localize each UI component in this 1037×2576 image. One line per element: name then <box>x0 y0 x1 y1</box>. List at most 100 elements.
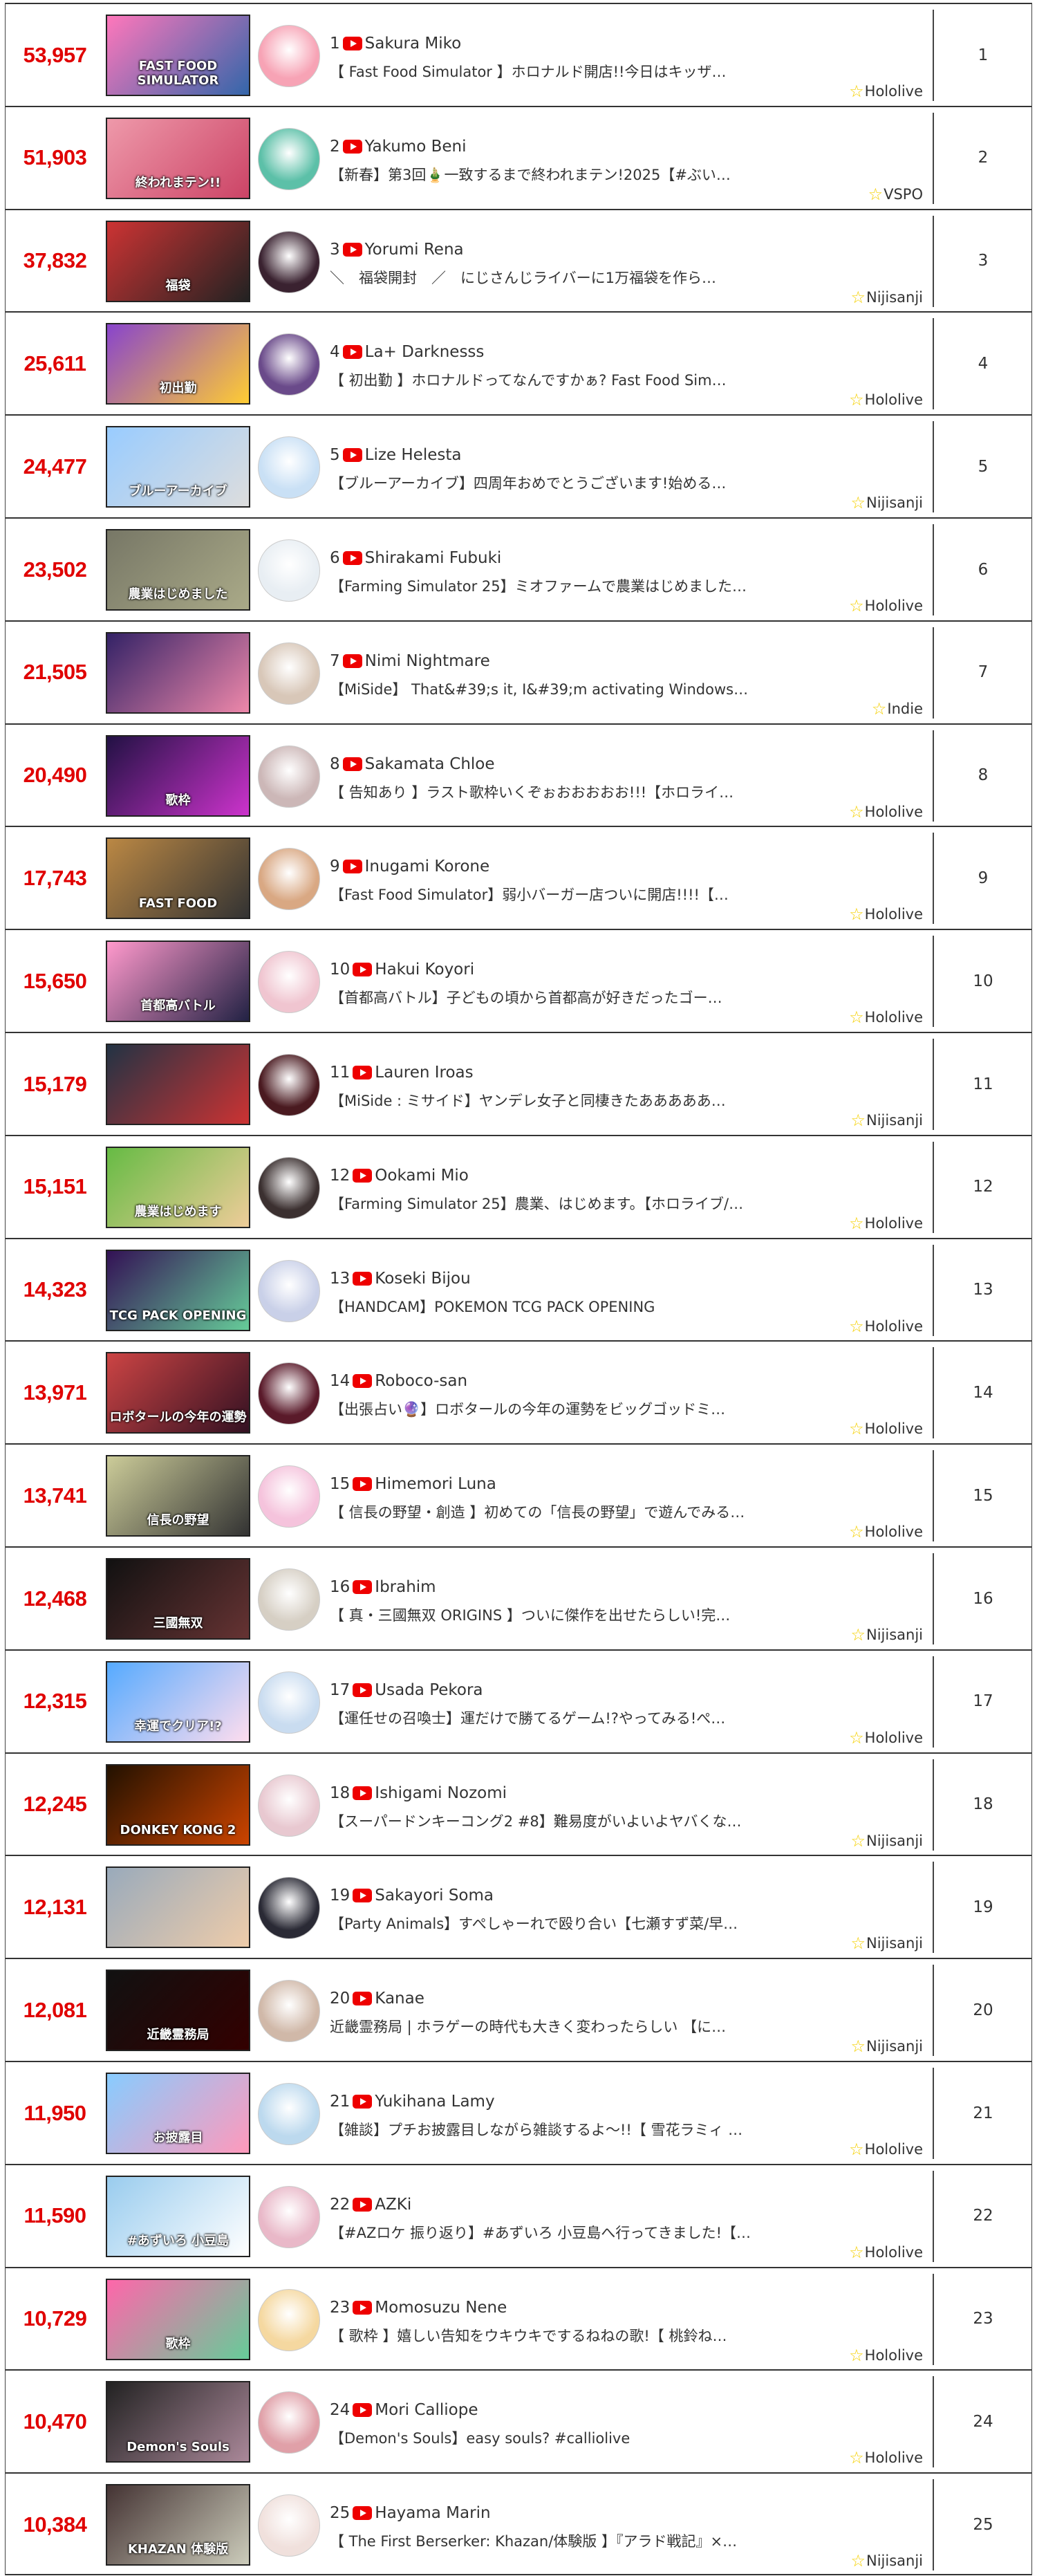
video-title[interactable]: 【 Fast Food Simulator 】ホロナルド開店!!今日はキッザ… <box>330 64 727 80</box>
video-thumbnail[interactable]: 信長の野望 <box>106 1455 250 1537</box>
channel-avatar[interactable] <box>258 1054 320 1116</box>
channel-name[interactable]: 23 Momosuzu Nene <box>330 2299 507 2317</box>
channel-name[interactable]: 20 Kanae <box>330 1990 424 2008</box>
channel-avatar[interactable] <box>258 333 320 396</box>
video-thumbnail[interactable]: 歌枠 <box>106 2278 250 2360</box>
ranking-row[interactable]: 15,179 11 Lauren Iroas 【MiSide : ミサイド】ヤンデレ女… <box>5 1032 1032 1135</box>
channel-name[interactable]: 18 Ishigami Nozomi <box>330 1784 507 1802</box>
channel-name[interactable]: 14 Roboco-san <box>330 1372 467 1390</box>
channel-name[interactable]: 8 Sakamata Chloe <box>330 755 495 773</box>
ranking-row[interactable]: 12,315 幸運でクリア!? 17 Usada Pekora 【運任せの召喚士】運だけ… <box>5 1649 1032 1752</box>
video-title[interactable]: 【スーパードンキーコング2 #8】難易度がいよいよヤバくな… <box>330 1813 742 1830</box>
video-title[interactable]: 【 The First Berserker: Khazan/体験版 】『アラド戦… <box>330 2533 738 2550</box>
video-title[interactable]: 【出張占い🔮】ロボタールの今年の運勢をビッグゴッドミ… <box>330 1401 726 1418</box>
channel-avatar[interactable] <box>258 436 320 499</box>
video-thumbnail[interactable]: Demon's Souls <box>106 2381 250 2463</box>
ranking-row[interactable]: 10,470 Demon's Souls 24 Mori Calliope 【Demon… <box>5 2369 1032 2473</box>
channel-name[interactable]: 11 Lauren Iroas <box>330 1064 474 1082</box>
video-title[interactable]: 【MiSide】 That&#39;s it, I&#39;m activati… <box>330 680 749 698</box>
channel-avatar[interactable] <box>258 1259 320 1322</box>
video-thumbnail[interactable]: 終われまテン!! <box>106 117 250 199</box>
video-thumbnail[interactable]: ロボタールの今年の運勢 <box>106 1352 250 1434</box>
channel-name[interactable]: 10 Hakui Koyori <box>330 961 474 979</box>
channel-name[interactable]: 22 AZKi <box>330 2196 411 2214</box>
video-title[interactable]: 【Demon's Souls】easy souls? #calliolive <box>330 2430 630 2447</box>
ranking-row[interactable]: 14,323 TCG PACK OPENING 13 Koseki Bijou 【HAN… <box>5 1237 1032 1341</box>
channel-avatar[interactable] <box>258 2288 320 2351</box>
channel-avatar[interactable] <box>258 230 320 293</box>
video-title[interactable]: 近畿霊務局 | ホラゲーの時代も大きく変わったらしい 【に… <box>330 2019 727 2036</box>
channel-avatar[interactable] <box>258 1671 320 1734</box>
channel-name[interactable]: 25 Hayama Marin <box>330 2504 491 2522</box>
video-thumbnail[interactable]: お披露目 <box>106 2073 250 2154</box>
ranking-row[interactable]: 37,832 福袋 3 Yorumi Rena ＼ 福袋開封 ／ にじさんじライバーに1… <box>5 208 1032 312</box>
video-title[interactable]: 【Fast Food Simulator】弱小バーガー店ついに開店!!!!【… <box>330 887 729 904</box>
video-title[interactable]: 【Farming Simulator 25】ミオファームで農業はじめました… <box>330 578 747 595</box>
video-title[interactable]: 【雑談】プチお披露目しながら雑談するよ～!!【 雪花ラミィ … <box>330 2122 743 2138</box>
channel-name[interactable]: 16 Ibrahim <box>330 1578 436 1596</box>
ranking-row[interactable]: 10,729 歌枠 23 Momosuzu Nene 【 歌枠 】嬉しい告知をウキウキで… <box>5 2266 1032 2370</box>
ranking-row[interactable]: 12,468 三國無双 16 Ibrahim 【 真・三國無双 ORIGINS 】ついに… <box>5 1546 1032 1649</box>
ranking-row[interactable]: 15,650 首都高バトル 10 Hakui Koyori 【首都高バトル】子どもの頃か… <box>5 929 1032 1032</box>
video-title[interactable]: 【 信長の野望・創造 】初めての「信長の野望」で遊んでみる… <box>330 1504 745 1521</box>
channel-avatar[interactable] <box>258 127 320 190</box>
video-title[interactable]: 【Farming Simulator 25】農業、はじめます。【ホロライブ/… <box>330 1195 744 1212</box>
video-title[interactable]: 【首都高バトル】子どもの頃から首都高が好きだったゴー… <box>330 990 722 1007</box>
ranking-row[interactable]: 23,502 農業はじめました 6 Shirakami Fubuki 【Farming … <box>5 517 1032 620</box>
video-thumbnail[interactable]: 初出勤 <box>106 323 250 405</box>
channel-name[interactable]: 21 Yukihana Lamy <box>330 2093 495 2111</box>
ranking-row[interactable]: 12,131 19 Sakayori Soma 【Party Animals】すぺしゃ… <box>5 1855 1032 1958</box>
video-thumbnail[interactable]: 歌枠 <box>106 734 250 817</box>
ranking-row[interactable]: 12,245 DONKEY KONG 2 18 Ishigami Nozomi 【スーパ… <box>5 1752 1032 1855</box>
video-thumbnail[interactable] <box>106 1866 250 1949</box>
channel-avatar[interactable] <box>258 2391 320 2454</box>
ranking-row[interactable]: 24,477 ブルーアーカイブ 5 Lize Helesta 【ブルーアーカイブ】四周年… <box>5 414 1032 518</box>
video-thumbnail[interactable]: 近畿霊務局 <box>106 1970 250 2052</box>
channel-name[interactable]: 15 Himemori Luna <box>330 1475 496 1493</box>
video-title[interactable]: 【運任せの召喚士】運だけで勝てるゲーム!?やってみる!ぺ… <box>330 1709 726 1727</box>
video-thumbnail[interactable] <box>106 1044 250 1125</box>
video-thumbnail[interactable]: DONKEY KONG 2 <box>106 1763 250 1846</box>
video-title[interactable]: 【 告知あり 】ラスト歌枠いくぞぉおおおおお!!!【ホロライ… <box>330 784 734 801</box>
channel-avatar[interactable] <box>258 745 320 808</box>
channel-name[interactable]: 3 Yorumi Rena <box>330 241 464 259</box>
video-title[interactable]: 【#AZロケ 振り返り】#あずいろ 小豆島へ行ってきました!【… <box>330 2224 751 2241</box>
video-title[interactable]: 【MiSide : ミサイド】ヤンデレ女子と同棲きたあああああ… <box>330 1093 726 1109</box>
ranking-row[interactable]: 53,957 FAST FOOD SIMULATOR 1 Sakura Miko 【 F… <box>5 3 1032 106</box>
ranking-row[interactable]: 11,950 お披露目 21 Yukihana Lamy 【雑談】プチお披露目しながら雑… <box>5 2061 1032 2164</box>
ranking-row[interactable]: 15,151 農業はじめます 12 Ookami Mio 【Farming Simula… <box>5 1134 1032 1238</box>
ranking-row[interactable]: 51,903 終われまテン!! 2 Yakumo Beni 【新春】第3回🎍一致するまで… <box>5 105 1032 209</box>
channel-avatar[interactable] <box>258 2083 320 2145</box>
channel-avatar[interactable] <box>258 1568 320 1631</box>
video-thumbnail[interactable] <box>106 631 250 714</box>
channel-name[interactable]: 5 Lize Helesta <box>330 446 461 464</box>
video-thumbnail[interactable]: 農業はじめました <box>106 529 250 611</box>
video-thumbnail[interactable]: #あずいろ 小豆島 <box>106 2175 250 2257</box>
ranking-row[interactable]: 12,081 近畿霊務局 20 Kanae 近畿霊務局 | ホラゲーの時代も大きく変わっ… <box>5 1958 1032 2061</box>
video-title[interactable]: 【 初出勤 】ホロナルドってなんですかぁ? Fast Food Sim… <box>330 372 727 389</box>
video-thumbnail[interactable]: 福袋 <box>106 220 250 302</box>
video-thumbnail[interactable]: 首都高バトル <box>106 940 250 1023</box>
channel-avatar[interactable] <box>258 539 320 602</box>
channel-avatar[interactable] <box>258 1362 320 1425</box>
ranking-row[interactable]: 17,743 FAST FOOD 9 Inugami Korone 【Fast Food… <box>5 826 1032 929</box>
video-thumbnail[interactable]: 幸運でクリア!? <box>106 1660 250 1743</box>
channel-name[interactable]: 6 Shirakami Fubuki <box>330 549 501 567</box>
video-title[interactable]: ＼ 福袋開封 ／ にじさんじライバーに1万福袋を作ら… <box>330 269 716 286</box>
channel-avatar[interactable] <box>258 1156 320 1219</box>
ranking-row[interactable]: 25,611 初出勤 4 La+ Darknesss 【 初出勤 】ホロナルドってなんで… <box>5 311 1032 415</box>
video-title[interactable]: 【 歌枠 】嬉しい告知をウキウキでするねねの歌!【 桃鈴ね… <box>330 2327 727 2344</box>
channel-name[interactable]: 9 Inugami Korone <box>330 858 489 875</box>
video-thumbnail[interactable]: 農業はじめます <box>106 1146 250 1228</box>
ranking-row[interactable]: 10,384 KHAZAN 体験版 25 Hayama Marin 【 The Firs… <box>5 2472 1032 2576</box>
channel-avatar[interactable] <box>258 1774 320 1837</box>
video-thumbnail[interactable]: FAST FOOD <box>106 837 250 920</box>
channel-name[interactable]: 2 Yakumo Beni <box>330 138 467 156</box>
channel-name[interactable]: 12 Ookami Mio <box>330 1167 469 1185</box>
channel-avatar[interactable] <box>258 642 320 705</box>
ranking-row[interactable]: 20,490 歌枠 8 Sakamata Chloe 【 告知あり 】ラスト歌枠いくぞぉ… <box>5 723 1032 826</box>
video-thumbnail[interactable]: KHAZAN 体験版 <box>106 2484 250 2566</box>
video-thumbnail[interactable]: FAST FOOD SIMULATOR <box>106 15 250 96</box>
channel-avatar[interactable] <box>258 1877 320 1940</box>
video-title[interactable]: 【 真・三國無双 ORIGINS 】ついに傑作を出せたらしい!完… <box>330 1607 731 1624</box>
